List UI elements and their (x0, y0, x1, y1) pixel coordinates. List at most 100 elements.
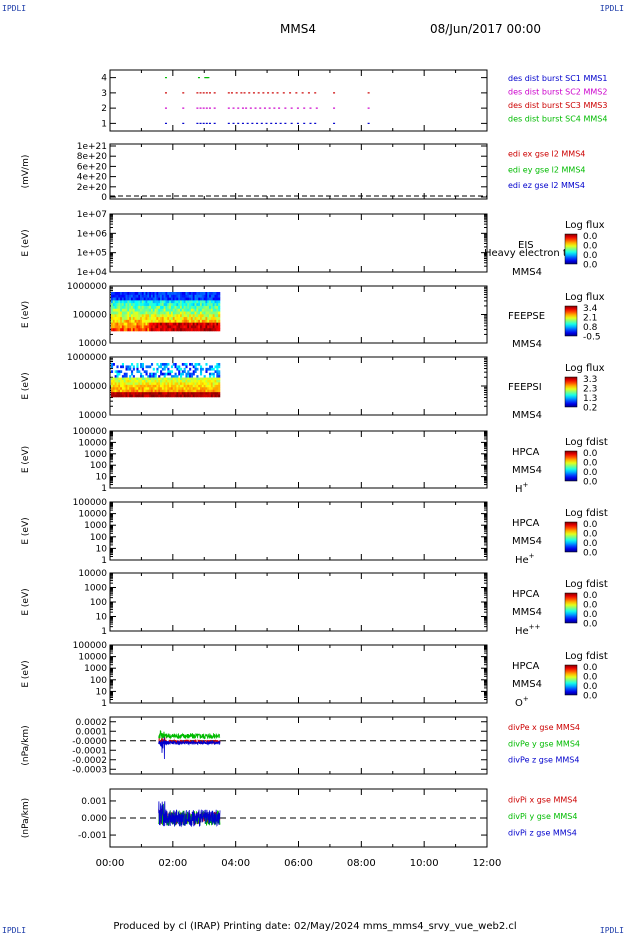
heatmap-cell-feepsi-44-13 (190, 394, 194, 398)
heatmap-cell-feepse-41-9 (185, 317, 188, 321)
heatmap-cell-feepse-32-0 (169, 292, 172, 296)
heatmap-cell-feepse-12-3 (132, 300, 135, 304)
heatmap-cell-feepse-59-6 (218, 308, 221, 312)
heatmap-cell-feepsi-9-1 (127, 365, 130, 369)
heatmap-cell-feepsi-12-12 (132, 392, 135, 395)
colorbar-tick-feepse-2: 0.8 (583, 323, 598, 333)
colorbar-tick-hpca_he-0: 0.0 (583, 520, 598, 530)
heatmap-cell-feepse-50-7 (201, 311, 204, 315)
heatmap-cell-feepse-34-13 (172, 328, 175, 332)
heatmap-cell-feepsi-31-7 (167, 380, 170, 383)
burst-mark-sc3-20 (282, 92, 285, 94)
heatmap-cell-feepsi-47-7 (196, 380, 199, 383)
heatmap-cell-feepsi-14-6 (136, 377, 139, 381)
heatmap-cell-feepse-4-10 (118, 319, 121, 323)
burst-mark-sc2-19 (278, 107, 281, 109)
heatmap-cell-feepsi-0-1 (111, 365, 114, 369)
heatmap-cell-feepsi-54-4 (209, 372, 212, 376)
heatmap-cell-feepsi-11-12 (130, 392, 134, 395)
heatmap-cell-feepsi-16-11 (140, 389, 143, 393)
heatmap-cell-feepse-28-1 (161, 294, 164, 298)
heatmap-cell-feepsi-54-13 (209, 394, 212, 398)
burst-mark-sc3-16 (262, 92, 265, 94)
heatmap-cell-feepse-37-6 (178, 308, 181, 312)
heatmap-cell-feepse-14-3 (136, 300, 139, 304)
heatmap-cell-feepse-51-11 (203, 322, 206, 326)
heatmap-cell-feepse-5-5 (120, 305, 123, 310)
instrument-label-hpca_h: HPCA (512, 447, 540, 458)
heatmap-cell-feepse-47-3 (196, 300, 199, 304)
heatmap-cell-feepse-44-0 (190, 292, 194, 296)
heatmap-cell-feepse-8-8 (125, 314, 128, 318)
heatmap-cell-feepsi-59-0 (218, 363, 221, 366)
heatmap-cell-feepsi-9-2 (127, 367, 130, 371)
heatmap-cell-feepsi-49-9 (199, 384, 203, 388)
heatmap-cell-feepsi-58-7 (216, 380, 219, 383)
heatmap-cell-feepsi-36-5 (176, 375, 179, 378)
heatmap-cell-feepse-38-7 (180, 311, 183, 315)
heatmap-cell-feepse-24-11 (154, 322, 157, 326)
colorbar-feepse (564, 305, 578, 337)
heatmap-cell-feepse-59-0 (218, 292, 221, 296)
heatmap-cell-feepse-13-4 (134, 303, 137, 307)
heatmap-cell-feepse-24-3 (154, 300, 157, 304)
heatmap-cell-feepse-24-8 (154, 314, 157, 318)
burst-mark-sc2-21 (290, 107, 293, 109)
heatmap-cell-feepse-17-10 (141, 319, 144, 323)
heatmap-cell-feepsi-9-6 (127, 377, 130, 381)
heatmap-cell-feepse-53-7 (207, 311, 210, 315)
heatmap-cell-feepsi-15-6 (138, 377, 141, 381)
heatmap-cell-feepsi-29-10 (163, 387, 166, 391)
heatmap-cell-feepse-52-8 (205, 314, 208, 318)
heatmap-cell-feepse-8-11 (125, 322, 128, 326)
heatmap-cell-feepsi-19-6 (145, 377, 148, 381)
heatmap-cell-feepsi-38-8 (180, 382, 183, 386)
heatmap-cell-feepse-18-3 (143, 300, 146, 304)
heatmap-cell-feepse-25-12 (156, 325, 159, 329)
heatmap-cell-feepsi-2-11 (114, 389, 117, 393)
heatmap-cell-feepsi-36-9 (176, 384, 179, 388)
heatmap-cell-feepse-25-2 (156, 297, 159, 301)
heatmap-cell-feepse-47-2 (196, 297, 199, 301)
burst-mark-sc1-25 (314, 122, 317, 124)
heatmap-cell-feepse-14-2 (136, 297, 139, 301)
heatmap-cell-feepse-50-11 (201, 322, 204, 326)
heatmap-cell-feepse-29-6 (163, 308, 166, 312)
heatmap-cell-feepse-26-6 (158, 308, 161, 312)
heatmap-cell-feepse-23-8 (152, 314, 155, 318)
heatmap-cell-feepsi-21-13 (149, 394, 152, 398)
heatmap-cell-feepsi-41-13 (185, 394, 188, 398)
heatmap-cell-feepse-30-3 (165, 300, 168, 304)
heatmap-cell-feepse-34-3 (172, 300, 175, 304)
heatmap-cell-feepse-4-6 (118, 308, 121, 312)
heatmap-cell-feepsi-51-10 (203, 387, 206, 391)
heatmap-cell-feepsi-49-3 (199, 370, 203, 374)
burst-mark-sc3-14 (252, 92, 255, 94)
heatmap-cell-feepsi-51-11 (203, 389, 206, 393)
heatmap-cell-feepse-45-2 (192, 297, 195, 301)
heatmap-cell-feepse-40-13 (183, 328, 186, 332)
heatmap-cell-feepse-44-1 (190, 294, 194, 298)
heatmap-cell-feepsi-38-11 (180, 389, 183, 393)
heatmap-cell-feepse-50-0 (201, 292, 204, 296)
heatmap-cell-feepse-0-7 (111, 311, 114, 315)
heatmap-cell-feepsi-7-12 (123, 392, 126, 395)
heatmap-cell-feepsi-21-5 (149, 375, 152, 378)
heatmap-cell-feepse-15-5 (138, 305, 141, 310)
heatmap-cell-feepse-18-10 (143, 319, 146, 323)
heatmap-cell-feepsi-27-12 (160, 392, 163, 395)
heatmap-cell-feepse-17-6 (141, 308, 144, 312)
heatmap-cell-feepsi-38-4 (180, 372, 183, 376)
heatmap-cell-feepse-54-5 (209, 305, 212, 310)
heatmap-cell-feepse-17-2 (141, 297, 144, 301)
heatmap-cell-feepsi-44-12 (190, 392, 194, 395)
heatmap-cell-feepsi-45-11 (192, 389, 195, 393)
heatmap-cell-feepsi-14-13 (136, 394, 139, 398)
heatmap-cell-feepsi-26-10 (158, 387, 161, 391)
heatmap-cell-feepsi-40-13 (183, 394, 186, 398)
burst-mark-sc3-18 (271, 92, 274, 94)
heatmap-cell-feepsi-29-11 (163, 389, 166, 393)
heatmap-cell-feepse-36-7 (176, 311, 179, 315)
heatmap-cell-feepse-16-0 (140, 292, 143, 296)
heatmap-cell-feepse-58-9 (216, 317, 219, 321)
